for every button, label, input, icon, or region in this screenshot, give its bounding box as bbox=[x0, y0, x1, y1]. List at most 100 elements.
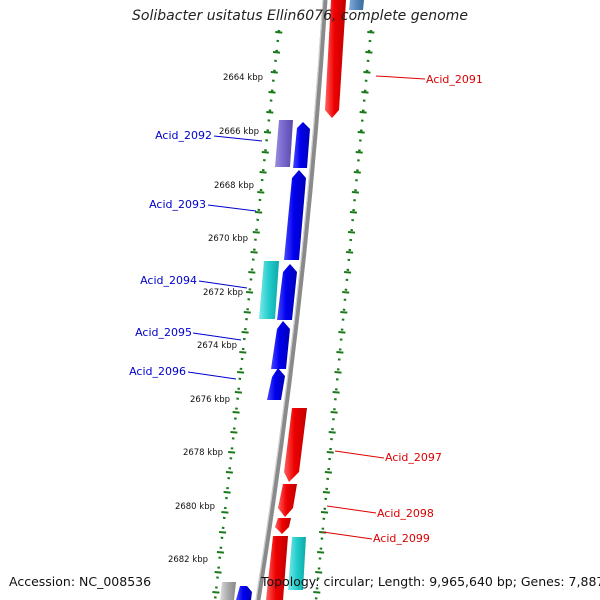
outer-ring-tick bbox=[315, 571, 323, 574]
inner-ring-tick bbox=[266, 111, 274, 114]
inner-ring-tick bbox=[252, 231, 260, 234]
inner-ring-tick bbox=[232, 411, 240, 414]
ruler-label: 2682 kbp bbox=[168, 555, 208, 565]
accession-text: Accession: NC_008536 bbox=[9, 574, 152, 589]
outer-ring-tick bbox=[332, 391, 340, 394]
inner-ring-tick bbox=[268, 91, 276, 94]
outer-ring-tick bbox=[336, 351, 344, 354]
gene-arrow-acid-2098 bbox=[278, 484, 297, 517]
gene-arrow-acid-2095 bbox=[271, 321, 290, 369]
inner-ring-tick bbox=[275, 31, 283, 34]
connector-acid-2093 bbox=[207, 204, 257, 212]
gene-label-acid-2096[interactable]: Acid_2096 bbox=[129, 365, 186, 378]
gene-arrow-acid-2096 bbox=[267, 368, 285, 400]
outer-ring-tick bbox=[320, 511, 329, 514]
genome-summary-text: Topology: circular; Length: 9,965,640 bp… bbox=[261, 574, 600, 589]
outer-ring-tick bbox=[313, 591, 321, 594]
gene-label-acid-2097[interactable]: Acid_2097 bbox=[385, 451, 442, 464]
outer-ring-tick bbox=[357, 131, 365, 134]
gene-arrow-acid-2094 bbox=[259, 261, 279, 319]
inner-ring-tick bbox=[237, 371, 245, 374]
ruler-label: 2668 kbp bbox=[214, 181, 254, 191]
inner-ring-tick bbox=[221, 511, 229, 514]
ruler-label: 2670 kbp bbox=[208, 234, 248, 244]
connector-acid-2094 bbox=[198, 280, 248, 289]
outer-ring-tick bbox=[347, 231, 356, 234]
inner-ring-tick bbox=[214, 571, 222, 574]
gene-label-acid-2091[interactable]: Acid_2091 bbox=[426, 73, 483, 86]
inner-ring-tick bbox=[228, 451, 236, 454]
outer-track-ring bbox=[314, 29, 373, 600]
inner-ring-tick bbox=[261, 151, 269, 154]
inner-ring-tick bbox=[255, 211, 263, 214]
gene-partial-blue-bottom bbox=[236, 586, 252, 600]
outer-ring-tick bbox=[328, 431, 336, 434]
connector-acid-2097 bbox=[334, 450, 385, 459]
outer-ring-tick bbox=[363, 71, 371, 74]
gene-arrow-acid-2097 bbox=[284, 408, 307, 482]
outer-ring-tick bbox=[317, 551, 325, 554]
gene-label-acid-2099[interactable]: Acid_2099 bbox=[373, 532, 430, 545]
gene-label-acid-2098[interactable]: Acid_2098 bbox=[377, 507, 434, 520]
inner-ring-tick bbox=[248, 271, 256, 274]
inner-ring-tick bbox=[270, 71, 278, 74]
connector-acid-2095 bbox=[192, 332, 242, 341]
inner-ring-tick bbox=[216, 551, 224, 554]
outer-ring-tick bbox=[334, 371, 342, 374]
outer-ring-tick bbox=[367, 31, 375, 34]
inner-ring-tick bbox=[225, 471, 233, 474]
inner-ring-tick bbox=[212, 591, 220, 594]
gene-arrow-acid-2092b bbox=[293, 122, 310, 168]
connector-acid-2091 bbox=[375, 75, 426, 80]
ruler-label: 2674 kbp bbox=[197, 341, 237, 351]
outer-ring-tick bbox=[349, 211, 357, 214]
genome-backbone-highlight bbox=[255, 0, 324, 600]
inner-ring-tick bbox=[241, 331, 249, 334]
ruler-label: 2676 kbp bbox=[190, 395, 230, 405]
inner-ring-tick bbox=[246, 291, 254, 294]
outer-ring-tick bbox=[353, 171, 361, 174]
inner-ring-tick bbox=[259, 171, 267, 174]
outer-ring-tick bbox=[365, 51, 373, 54]
outer-ring-tick bbox=[355, 151, 363, 154]
ruler-ticks bbox=[212, 31, 375, 594]
gene-arrow-acid-2093 bbox=[284, 170, 306, 260]
inner-ring-tick bbox=[272, 51, 281, 54]
inner-ring-tick bbox=[223, 491, 231, 494]
inner-ring-tick bbox=[230, 431, 238, 434]
gene-arrow-acid-2092 bbox=[275, 120, 293, 167]
genome-backbone bbox=[255, 0, 328, 600]
ruler-label: 2666 kbp bbox=[219, 127, 259, 137]
inner-ring-tick bbox=[234, 391, 242, 394]
gene-partial-gray-bottom bbox=[220, 582, 236, 600]
genome-title: Solibacter usitatus Ellin6076, complete … bbox=[132, 8, 468, 24]
outer-ring-tick bbox=[351, 191, 359, 194]
gene-partial-cyan-bottom bbox=[288, 537, 306, 590]
outer-ring-tick bbox=[359, 111, 367, 114]
outer-ring-tick bbox=[326, 451, 334, 454]
gene-label-acid-2092[interactable]: Acid_2092 bbox=[155, 129, 212, 142]
gene-partial-steel bbox=[349, 0, 364, 10]
gene-arrow-acid-2091 bbox=[325, 0, 346, 118]
gene-label-acid-2093[interactable]: Acid_2093 bbox=[149, 198, 206, 211]
ruler-label: 2678 kbp bbox=[183, 448, 223, 458]
inner-ring-tick bbox=[257, 191, 265, 194]
outer-ring-tick bbox=[346, 251, 354, 254]
gene-arrow-acid-2094b bbox=[277, 264, 297, 320]
ruler-label: 2664 kbp bbox=[223, 73, 263, 83]
outer-ring-tick bbox=[330, 411, 338, 414]
outer-ring-tick bbox=[342, 291, 350, 294]
outer-ring-tick bbox=[338, 331, 346, 334]
outer-ring-tick bbox=[324, 471, 332, 474]
inner-ring-tick bbox=[239, 351, 247, 354]
outer-ring-tick bbox=[344, 271, 352, 274]
ruler-label: 2680 kbp bbox=[175, 502, 215, 512]
outer-ring-tick bbox=[361, 91, 369, 94]
gene-partial-red-bottom bbox=[266, 536, 288, 600]
outer-ring-tick bbox=[322, 491, 330, 494]
gene-label-acid-2094[interactable]: Acid_2094 bbox=[140, 274, 197, 287]
inner-ring-tick bbox=[263, 131, 272, 134]
gene-label-acid-2095[interactable]: Acid_2095 bbox=[135, 326, 192, 339]
connector-acid-2092 bbox=[213, 135, 263, 142]
